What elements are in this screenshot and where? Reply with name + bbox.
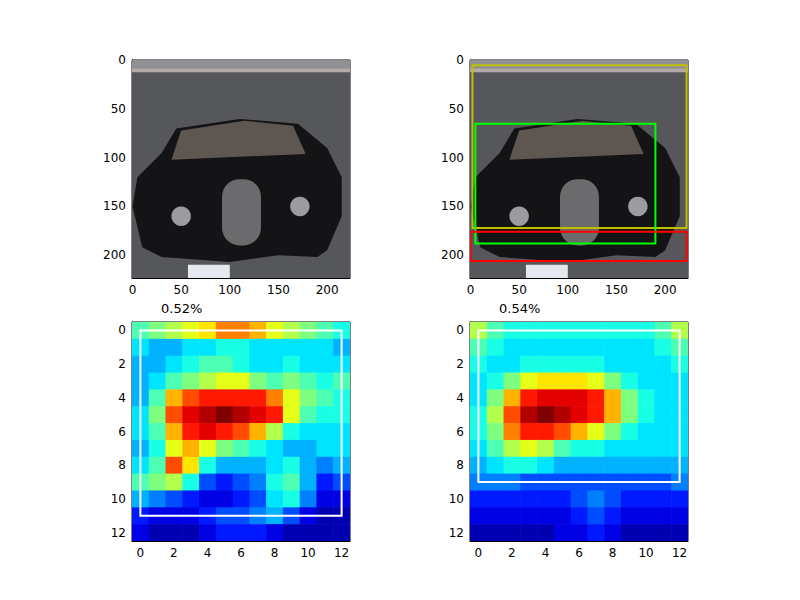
svg-text:2: 2 — [118, 357, 126, 371]
svg-text:150: 150 — [605, 283, 628, 297]
svg-text:4: 4 — [542, 546, 550, 560]
svg-text:0.52%: 0.52% — [161, 301, 202, 316]
svg-text:0: 0 — [118, 323, 126, 337]
svg-text:0: 0 — [118, 53, 126, 67]
svg-text:8: 8 — [609, 546, 617, 560]
svg-text:8: 8 — [118, 458, 126, 472]
svg-text:100: 100 — [103, 151, 126, 165]
svg-text:4: 4 — [204, 546, 212, 560]
svg-text:10: 10 — [300, 546, 315, 560]
svg-text:0.54%: 0.54% — [499, 301, 540, 316]
svg-text:150: 150 — [267, 283, 290, 297]
svg-text:10: 10 — [111, 492, 126, 506]
svg-text:200: 200 — [103, 248, 126, 262]
svg-text:100: 100 — [556, 283, 579, 297]
svg-text:0: 0 — [129, 283, 137, 297]
svg-text:200: 200 — [316, 283, 339, 297]
svg-text:200: 200 — [654, 283, 677, 297]
svg-text:8: 8 — [271, 546, 279, 560]
svg-text:0: 0 — [137, 546, 145, 560]
svg-text:6: 6 — [118, 425, 126, 439]
svg-text:50: 50 — [449, 102, 464, 116]
svg-text:0: 0 — [475, 546, 483, 560]
svg-text:8: 8 — [456, 458, 464, 472]
svg-text:12: 12 — [111, 526, 126, 540]
svg-text:4: 4 — [118, 391, 126, 405]
svg-text:4: 4 — [456, 391, 464, 405]
svg-text:0: 0 — [467, 283, 475, 297]
svg-text:2: 2 — [170, 546, 178, 560]
svg-text:10: 10 — [638, 546, 653, 560]
svg-text:12: 12 — [672, 546, 687, 560]
svg-text:6: 6 — [575, 546, 583, 560]
svg-text:100: 100 — [218, 283, 241, 297]
svg-text:150: 150 — [441, 199, 464, 213]
svg-text:6: 6 — [456, 425, 464, 439]
svg-text:200: 200 — [441, 248, 464, 262]
svg-text:50: 50 — [111, 102, 126, 116]
svg-text:0: 0 — [456, 323, 464, 337]
svg-text:0: 0 — [456, 53, 464, 67]
svg-text:12: 12 — [334, 546, 349, 560]
svg-text:12: 12 — [449, 526, 464, 540]
svg-text:50: 50 — [512, 283, 527, 297]
svg-text:6: 6 — [237, 546, 245, 560]
svg-text:50: 50 — [174, 283, 189, 297]
svg-text:2: 2 — [508, 546, 516, 560]
svg-text:2: 2 — [456, 357, 464, 371]
svg-text:10: 10 — [449, 492, 464, 506]
svg-text:100: 100 — [441, 151, 464, 165]
svg-text:150: 150 — [103, 199, 126, 213]
